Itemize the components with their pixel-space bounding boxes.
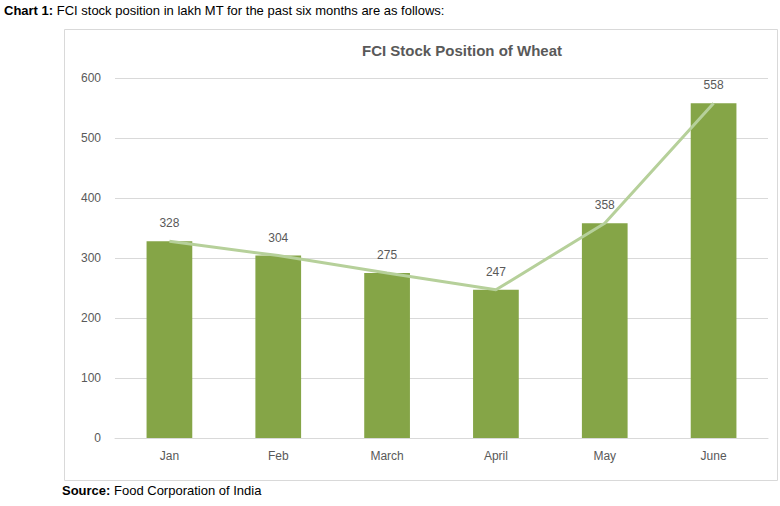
svg-text:328: 328 [159,216,179,230]
svg-text:400: 400 [81,191,101,205]
svg-text:June: June [701,449,727,463]
svg-text:100: 100 [81,371,101,385]
svg-text:March: March [370,449,403,463]
svg-text:Source:: Source: [62,483,110,498]
svg-text:558: 558 [704,78,724,92]
svg-text:600: 600 [81,71,101,85]
svg-text:April: April [484,449,508,463]
svg-text:Jan: Jan [160,449,179,463]
svg-text:Feb: Feb [268,449,289,463]
svg-text:Chart 1:: Chart 1: [4,3,53,18]
svg-text:304: 304 [268,231,288,245]
svg-text:500: 500 [81,131,101,145]
svg-text:275: 275 [377,248,397,262]
svg-text:FCI Stock Position of Wheat: FCI Stock Position of Wheat [362,42,562,59]
svg-text:358: 358 [595,198,615,212]
svg-text:FCI stock position in lakh MT: FCI stock position in lakh MT for the pa… [53,3,444,18]
svg-text:247: 247 [486,265,506,279]
svg-text:0: 0 [94,431,101,445]
svg-text:Food Corporation of India: Food Corporation of India [110,483,262,498]
svg-text:300: 300 [81,251,101,265]
svg-text:200: 200 [81,311,101,325]
svg-text:May: May [593,449,616,463]
